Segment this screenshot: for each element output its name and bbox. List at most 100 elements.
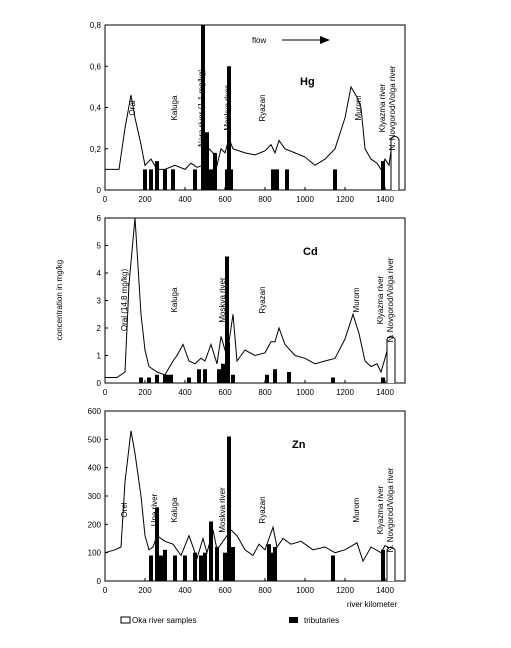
hg-tributary-bar — [205, 132, 209, 190]
cd-ytick-label: 2 — [97, 324, 102, 333]
hg-element-label: Hg — [300, 76, 315, 88]
cd-tributary-bar — [221, 363, 225, 383]
hg-site-label: N. Novgorod/Volga river — [388, 65, 397, 150]
cd-ytick-label: 1 — [97, 352, 102, 361]
zn-oka-river-line — [104, 430, 394, 563]
cd-tributary-bar — [197, 369, 201, 383]
hg-tributary-bar — [229, 169, 233, 190]
zn-xtick-label: 200 — [138, 586, 152, 595]
legend-open-swatch — [120, 616, 131, 624]
cd-xtick-label: 600 — [218, 388, 232, 397]
hg-tributary-bar — [193, 169, 197, 190]
zn-tributary-bar — [209, 521, 213, 581]
cd-tributary-bar — [265, 374, 269, 383]
zn-xtick-label: 1000 — [296, 586, 314, 595]
zn-tributary-bar — [223, 552, 227, 581]
zn-tributary-bar — [183, 555, 187, 581]
hg-site-label: Ryazan — [258, 94, 267, 121]
cd-oka-river-line — [105, 217, 396, 378]
zn-end-sample-bar — [386, 546, 396, 581]
cd-ytick-label: 6 — [97, 214, 102, 223]
hg-xtick-label: 1000 — [296, 195, 314, 204]
zn-tributary-bar — [173, 555, 177, 581]
chart-marks: 00,20,40,60,80 200 400 600 800 1000 1200 1400Or… — [88, 21, 400, 595]
legend-river-samples: Oka river samples — [132, 616, 196, 625]
hg-site-label: Moskva river — [223, 85, 232, 131]
hg-site-label: Nara river (1,1 mg/kg) — [197, 69, 206, 147]
zn-tributary-bar — [227, 436, 231, 581]
cd-xtick-label: 400 — [178, 388, 192, 397]
zn-tributary-bar — [155, 507, 159, 581]
hg-ytick-label: 0,6 — [90, 62, 102, 71]
zn-xtick-label: 1400 — [376, 586, 394, 595]
cd-xtick-label: 1400 — [376, 388, 394, 397]
zn-tributary-bar — [199, 555, 203, 581]
cd-ytick-label: 3 — [97, 297, 102, 306]
hg-oka-river-line — [105, 85, 394, 171]
cd-ytick-label: 0 — [97, 379, 102, 388]
cd-tributary-bar — [139, 377, 143, 383]
cd-tributary-bar — [381, 377, 385, 383]
cd-xtick-label: 1200 — [336, 388, 354, 397]
zn-site-label: Moskva river — [218, 487, 227, 533]
hg-tributary-bar — [149, 169, 153, 190]
cd-tributary-bar — [187, 377, 191, 383]
cd-tributary-bar — [147, 377, 151, 383]
cd-xtick-label: 200 — [138, 388, 152, 397]
cd-xtick-label: 1000 — [296, 388, 314, 397]
cd-site-label: Klyazma river — [376, 275, 385, 324]
cd-tributary-bar — [225, 256, 229, 383]
cd-tributary-bar — [287, 372, 291, 383]
zn-tributary-bar — [215, 547, 219, 581]
zn-tributary-bar — [193, 552, 197, 581]
hg-tributary-bar — [381, 161, 385, 190]
cd-site-label: Moskva river — [218, 277, 227, 323]
zn-site-label: Kaluga — [170, 497, 179, 522]
hg-tributary-bar — [163, 169, 167, 190]
cd-ytick-label: 4 — [97, 269, 102, 278]
y-axis-label: concentration in mg/kg — [55, 260, 64, 341]
hg-tributary-bar — [209, 169, 213, 190]
flow-arrow-icon — [320, 36, 330, 44]
zn-tributary-bar — [381, 549, 385, 581]
zn-xtick-label: 400 — [178, 586, 192, 595]
zn-tributary-bar — [269, 552, 273, 581]
hg-tributary-bar — [227, 66, 231, 190]
zn-site-label: Orel — [120, 502, 129, 517]
zn-ytick-label: 0 — [97, 577, 102, 586]
hg-site-label: Oral — [128, 100, 137, 115]
cd-tributary-bar — [273, 369, 277, 383]
cd-xtick-label: 0 — [103, 388, 108, 397]
zn-ytick-label: 400 — [88, 464, 102, 473]
legend: Oka river samples tributaries — [120, 616, 339, 625]
cd-tributary-bar — [226, 341, 230, 383]
hg-xtick-label: 1200 — [336, 195, 354, 204]
cd-ytick-label: 5 — [97, 242, 102, 251]
hg-site-label: Murom — [354, 95, 363, 120]
zn-tributary-bar — [273, 547, 277, 581]
flow-annotation: flow — [252, 36, 266, 45]
legend-tributaries: tributaries — [304, 616, 339, 625]
cd-end-sample-bar — [386, 335, 396, 383]
hg-tributary-bar — [155, 161, 159, 190]
cd-tributary-bar — [155, 374, 159, 383]
cd-tributary-bar — [169, 374, 173, 383]
zn-xtick-label: 600 — [218, 586, 232, 595]
cd-site-label: Ryazan — [258, 286, 267, 313]
cd-tributary-bar — [231, 374, 235, 383]
hg-ytick-label: 0 — [97, 186, 102, 195]
cd-tributary-bar — [203, 369, 207, 383]
hg-site-label: Klyazma river — [378, 83, 387, 132]
hg-ytick-label: 0,8 — [90, 21, 102, 30]
zn-xtick-label: 1200 — [336, 586, 354, 595]
hg-xtick-label: 200 — [138, 195, 152, 204]
hg-tributary-bar — [285, 169, 289, 190]
cd-site-label: Oral (14,8 mg/kg) — [120, 269, 129, 332]
zn-site-label: Upa river — [150, 493, 159, 526]
zn-element-label: Zn — [292, 439, 306, 451]
zn-tributary-bar — [331, 555, 335, 581]
legend-filled-swatch — [289, 617, 298, 623]
cd-tributary-bar — [331, 377, 335, 383]
zn-xtick-label: 0 — [103, 586, 108, 595]
